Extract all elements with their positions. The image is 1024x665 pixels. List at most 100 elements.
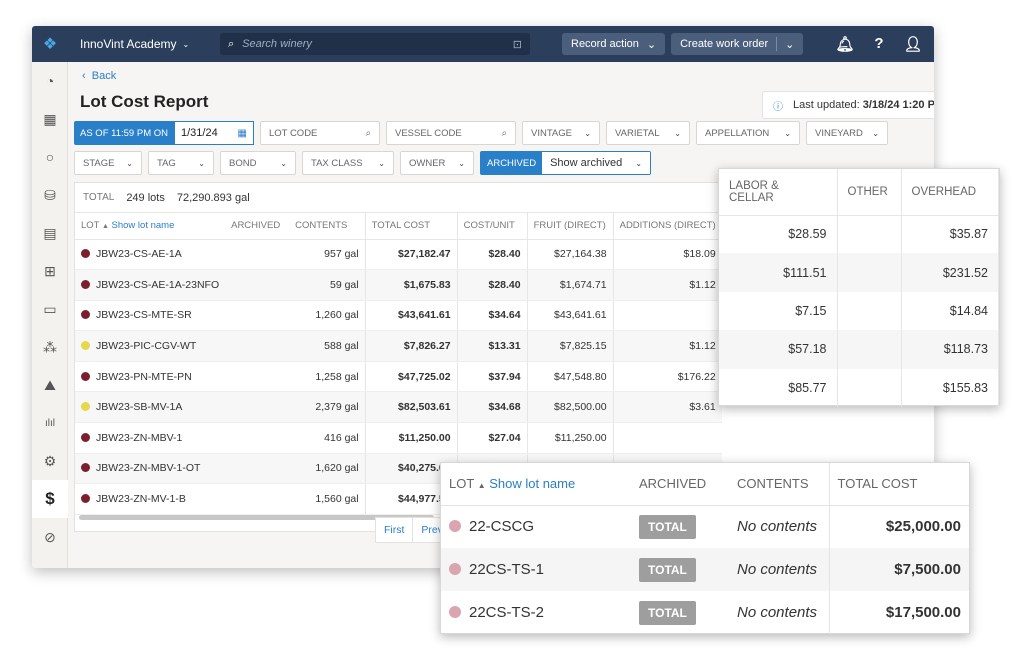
bell-icon[interactable]: 🔔︎ (835, 36, 855, 53)
lot-code[interactable]: JBW23-PN-MTE-PN (96, 370, 192, 383)
other-header[interactable]: OTHER (837, 169, 902, 216)
archived-header[interactable]: ARCHIVED (225, 213, 290, 240)
circle-icon[interactable]: ○ (45, 149, 55, 165)
as-of-filter[interactable]: AS OF 11:59 PM ON 1/31/24 ▦ (74, 121, 254, 145)
lot-cell[interactable]: JBW23-ZN-MBV-1-OT (75, 453, 226, 485)
tank-icon[interactable]: ▭ (43, 300, 57, 317)
logo-icon[interactable]: ❖ (42, 36, 58, 53)
table-row[interactable]: JBW23-PN-MTE-PN 1,258 gal $47,725.02 $37.94… (75, 361, 722, 393)
create-work-order-button[interactable]: Create work order ⌄ (671, 33, 804, 55)
archived-filter[interactable]: ARCHIVED Show archived ⌄ (480, 151, 652, 175)
labor-cellar-header[interactable]: LABOR & CELLAR (719, 169, 838, 216)
table-row[interactable]: 22-CSCG TOTAL No contents $25,000.00 (441, 505, 969, 548)
contents-header[interactable]: CONTENTS (289, 213, 366, 240)
archived-cell (225, 269, 290, 301)
show-lot-name-link[interactable]: Show lot name (111, 220, 175, 232)
calendar-icon[interactable]: ▦ (237, 127, 247, 139)
stage-select[interactable]: STAGE ⌄ (74, 151, 142, 175)
table-row[interactable]: JBW23-CS-MTE-SR 1,260 gal $43,641.61 $34.64… (75, 300, 722, 332)
archived-header[interactable]: ARCHIVED (631, 463, 729, 506)
lot-code[interactable]: 22-CSCG (469, 518, 535, 536)
tax-class-select[interactable]: TAX CLASS ⌄ (302, 151, 394, 175)
lot-cell[interactable]: JBW23-CS-MTE-SR (75, 300, 226, 332)
lot-cell[interactable]: JBW23-CS-AE-1A-23NFO (75, 269, 226, 301)
lot-code[interactable]: JBW23-CS-MTE-SR (96, 309, 192, 322)
sort-up-icon[interactable]: ▲ (101, 223, 109, 231)
help-icon[interactable]: ? (874, 35, 884, 52)
vineyard-icon[interactable]: ⛰ (44, 376, 56, 393)
vintage-select[interactable]: VINTAGE ⌄ (522, 121, 600, 145)
table-row[interactable]: 22CS-TS-1 TOTAL No contents $7,500.00 (441, 548, 969, 591)
total-cost-header[interactable]: TOTAL COST (364, 213, 458, 240)
lot-code[interactable]: 22CS-TS-2 (469, 604, 545, 621)
status-dot-icon (81, 463, 90, 473)
grid-icon[interactable]: ⊞ (44, 262, 56, 279)
table-row[interactable]: JBW23-CS-AE-1A 957 gal $27,182.47 $28.40 $27… (75, 239, 722, 271)
lot-code-input[interactable]: LOT CODE ⌕ (260, 121, 380, 145)
lot-cell[interactable]: 22-CSCG (441, 505, 631, 548)
total-cost-header[interactable]: TOTAL COST (828, 463, 969, 506)
show-lot-name-link[interactable]: Show lot name (489, 476, 576, 492)
contents-cell: 416 gal (289, 422, 366, 454)
first-page-button[interactable]: First (376, 518, 414, 542)
varietal-select[interactable]: VARIETAL ⌄ (606, 121, 690, 145)
barrel-icon[interactable]: ⛁ (44, 186, 56, 203)
org-switcher[interactable]: InnoVint Academy ⌄ (80, 37, 200, 51)
table-row[interactable]: JBW23-CS-AE-1A-23NFO 59 gal $1,675.83 $28.4… (75, 269, 722, 301)
other-cell (837, 291, 902, 331)
scan-icon[interactable]: ⊡ (512, 38, 522, 51)
vineyard-select[interactable]: VINEYARD ⌄ (806, 121, 888, 145)
lot-cell[interactable]: JBW23-PN-MTE-PN (75, 361, 226, 393)
settings-icon[interactable]: ⚙ (43, 452, 57, 469)
lot-code[interactable]: JBW23-ZN-MBV-1 (96, 431, 183, 444)
clipboard-icon[interactable]: ▤ (43, 224, 57, 241)
lot-code[interactable]: JBW23-ZN-MBV-1-OT (96, 462, 201, 475)
additions-header[interactable]: ADDITIONS (DIRECT) (612, 213, 722, 240)
lot-header[interactable]: LOT ▲ Show lot name (75, 213, 226, 240)
cost-icon[interactable]: $ (32, 480, 68, 518)
lot-cell[interactable]: 22CS-TS-1 (441, 548, 631, 591)
overhead-header[interactable]: OVERHEAD (901, 169, 999, 216)
cost-unit-header[interactable]: COST/UNIT (456, 213, 528, 240)
lot-code[interactable]: JBW23-CS-AE-1A-23NFO (96, 278, 220, 291)
owner-select[interactable]: OWNER ⌄ (400, 151, 474, 175)
dashboard-icon[interactable]: ◔ (45, 73, 55, 89)
chevron-down-icon[interactable]: ⌄ (785, 38, 795, 51)
sort-up-icon[interactable]: ▲ (477, 481, 486, 491)
back-link[interactable]: ‹ Back (82, 70, 117, 82)
grapes-icon[interactable]: ⁂ (43, 338, 57, 355)
lot-cell[interactable]: JBW23-SB-MV-1A (75, 391, 226, 424)
disabled-icon[interactable]: ⊘ (44, 528, 56, 545)
lot-cell[interactable]: JBW23-ZN-MV-1-B (75, 483, 226, 515)
tag-select[interactable]: TAG ⌄ (148, 151, 214, 175)
lot-code[interactable]: 22CS-TS-1 (469, 561, 545, 578)
lot-cell[interactable]: JBW23-ZN-MBV-1 (75, 422, 226, 454)
appellation-select[interactable]: APPELLATION ⌄ (696, 121, 800, 145)
lot-code[interactable]: JBW23-SB-MV-1A (96, 401, 183, 414)
reports-icon[interactable]: ılıl (45, 417, 55, 429)
fruit-header[interactable]: FRUIT (DIRECT) (526, 213, 614, 240)
table-row[interactable]: JBW23-SB-MV-1A 2,379 gal $82,503.61 $34.68 $… (75, 391, 722, 424)
search-input[interactable]: ⌕ Search winery ⊡ (220, 33, 530, 55)
lot-code[interactable]: JBW23-CS-AE-1A (96, 248, 182, 261)
calendar-icon[interactable]: ▦ (43, 110, 57, 127)
table-row[interactable]: 22CS-TS-2 TOTAL No contents $17,500.00 (441, 591, 969, 634)
as-of-date-input[interactable]: 1/31/24 ▦ (174, 121, 254, 145)
lot-code[interactable]: JBW23-ZN-MV-1-B (96, 493, 186, 506)
lot-header[interactable]: LOT ▲ Show lot name (441, 463, 631, 506)
bond-select[interactable]: BOND ⌄ (220, 151, 296, 175)
lot-cell[interactable]: JBW23-CS-AE-1A (75, 239, 226, 271)
vessel-code-input[interactable]: VESSEL CODE ⌕ (386, 121, 516, 145)
lot-code[interactable]: JBW23-PIC-CGV-WT (96, 340, 197, 353)
horizontal-scrollbar[interactable] (79, 515, 434, 520)
status-dot-icon (81, 432, 90, 442)
archived-select[interactable]: Show archived ⌄ (542, 152, 651, 174)
lot-cell[interactable]: JBW23-PIC-CGV-WT (75, 330, 226, 362)
table-row[interactable]: JBW23-PIC-CGV-WT 588 gal $7,826.27 $13.31 $7… (75, 330, 722, 362)
lot-cell[interactable]: 22CS-TS-2 (441, 591, 631, 634)
additions-cell (612, 300, 722, 332)
contents-header[interactable]: CONTENTS (729, 463, 829, 506)
record-action-button[interactable]: Record action ⌄ (562, 33, 666, 55)
user-icon[interactable]: 👤︎ (903, 36, 923, 53)
table-row[interactable]: JBW23-ZN-MBV-1 416 gal $11,250.00 $27.04 $11… (75, 422, 722, 454)
